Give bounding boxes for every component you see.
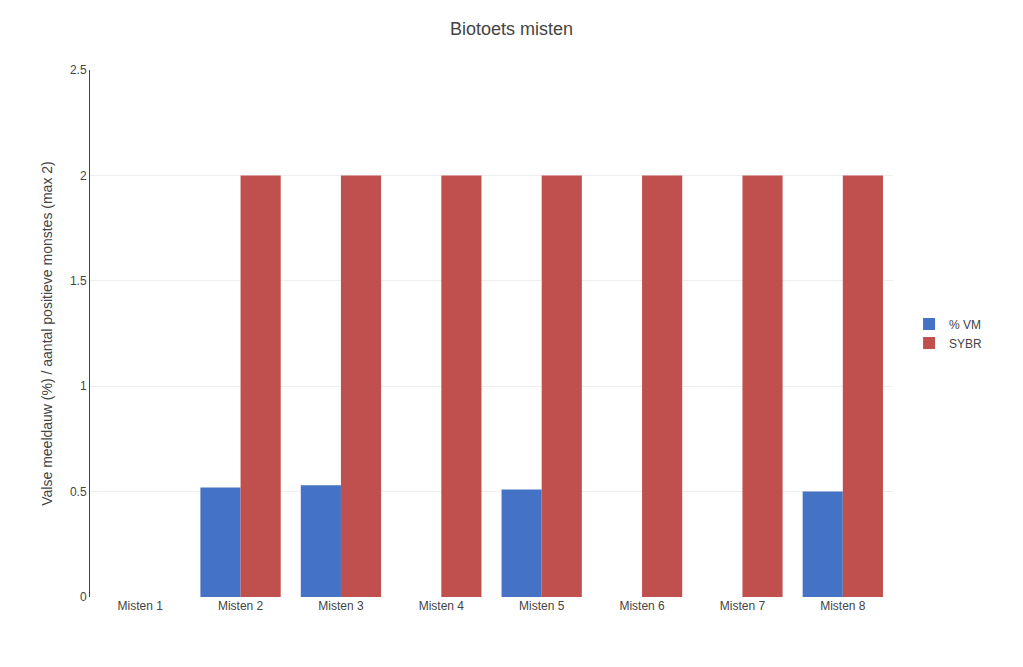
- svg-text:1.5: 1.5: [70, 274, 87, 288]
- svg-text:0: 0: [80, 590, 87, 604]
- svg-text:SYBR: SYBR: [949, 337, 982, 351]
- svg-text:Misten 6: Misten 6: [619, 599, 665, 613]
- svg-text:2.5: 2.5: [70, 63, 87, 77]
- svg-text:Misten 8: Misten 8: [820, 599, 866, 613]
- svg-text:Biotoets misten: Biotoets misten: [450, 19, 573, 39]
- svg-text:2: 2: [80, 169, 87, 183]
- svg-text:Misten 1: Misten 1: [118, 599, 164, 613]
- svg-text:Valse meeldauw (%) / aantal po: Valse meeldauw (%) / aantal positieve mo…: [39, 161, 55, 505]
- svg-text:Misten 7: Misten 7: [720, 599, 766, 613]
- svg-text:0.5: 0.5: [70, 485, 87, 499]
- svg-text:Misten 4: Misten 4: [419, 599, 465, 613]
- svg-text:Misten 5: Misten 5: [519, 599, 565, 613]
- svg-text:Misten 3: Misten 3: [318, 599, 364, 613]
- svg-text:1: 1: [80, 379, 87, 393]
- svg-text:% VM: % VM: [949, 318, 981, 332]
- svg-text:Misten 2: Misten 2: [218, 599, 264, 613]
